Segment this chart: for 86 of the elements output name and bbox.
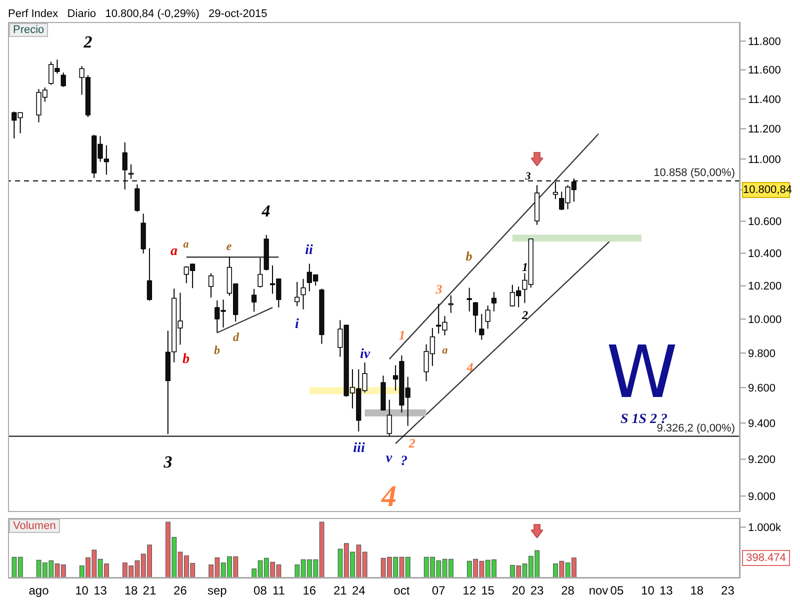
- annotation: 1: [522, 260, 528, 274]
- annotation: 4: [262, 202, 270, 220]
- x-tick-label: 13: [660, 584, 674, 598]
- annotation: W: [606, 330, 678, 414]
- x-tick-label: 26: [174, 584, 188, 598]
- annotation: ii: [305, 243, 313, 258]
- x-tick-label: 10: [641, 584, 655, 598]
- candlestick: [294, 281, 300, 307]
- candlestick: [479, 313, 484, 340]
- annotation: i: [295, 317, 299, 332]
- y-tick-label: 11.400: [748, 94, 781, 106]
- annotation: Precio: [9, 23, 48, 37]
- x-tick-label: 28: [561, 584, 575, 598]
- annotation: d: [233, 330, 239, 344]
- x-tick-label: nov: [588, 584, 608, 598]
- y-tick-label: 11.600: [748, 64, 781, 77]
- annotation: Volumen: [9, 519, 60, 533]
- candlestick: [258, 257, 263, 288]
- y-tick-label: 9.200: [748, 454, 776, 466]
- candlestick: [60, 72, 66, 88]
- x-tick-label: 13: [94, 584, 108, 598]
- x-tick-label: 18: [690, 584, 704, 598]
- annotation: 1: [398, 328, 406, 342]
- x-tick-label: 21: [142, 584, 156, 598]
- y-tick-label: 11.200: [748, 124, 781, 136]
- annotation: 3: [164, 452, 172, 472]
- y-tick-label: 1.000k: [748, 522, 782, 534]
- y-tick-label: 11.800: [748, 36, 781, 48]
- y-tick-label: 9.600: [748, 382, 776, 395]
- y-tick-label: 10.200: [748, 280, 782, 293]
- x-tick-label: 12: [462, 584, 476, 598]
- y-tick-label: 9.800: [748, 348, 776, 360]
- annotation: 3: [436, 282, 442, 296]
- annotation: a: [170, 244, 178, 259]
- x-tick-label: 07: [432, 584, 446, 598]
- y-tick-label: 11.000: [748, 154, 781, 166]
- y-tick-label: 10.400: [748, 248, 782, 260]
- x-tick-label: 08: [254, 584, 268, 598]
- x-tick-label: 15: [481, 584, 495, 598]
- x-tick-label: 05: [610, 584, 624, 598]
- annotation: a: [183, 238, 189, 250]
- annotation: 4: [466, 360, 474, 374]
- annotation: b: [466, 248, 472, 264]
- x-tick-label: 18: [124, 584, 138, 598]
- y-tick-label: 10.000: [748, 314, 782, 326]
- annotation: 2: [522, 308, 528, 322]
- text: 398.474: [742, 550, 790, 566]
- annotation: 4: [382, 480, 396, 513]
- annotation: v: [386, 451, 392, 466]
- candlestick: [485, 305, 490, 330]
- annotation: e: [226, 239, 232, 253]
- annotation: b: [214, 343, 220, 357]
- annotation: b: [182, 352, 190, 367]
- x-tick-label: 23: [530, 584, 544, 598]
- x-tick-label: 23: [721, 584, 735, 598]
- candlestick: [491, 292, 497, 312]
- candlestick: [251, 288, 257, 312]
- candlestick: [300, 278, 306, 310]
- y-tick-label: 9.000: [748, 490, 776, 503]
- annotation: iii: [353, 441, 365, 456]
- candlestick: [146, 248, 152, 302]
- x-tick-label: ago: [28, 584, 50, 598]
- annotation: a: [442, 344, 448, 356]
- annotation: 3: [525, 170, 531, 182]
- y-tick-label: 10.600: [748, 216, 782, 228]
- x-tick-label: sep: [207, 584, 228, 598]
- x-tick-label: 11: [272, 584, 286, 598]
- y-tick-label: 9.400: [748, 418, 776, 430]
- annotation: 2: [408, 436, 416, 450]
- annotation: ?: [400, 454, 408, 469]
- candlestick: [104, 144, 109, 176]
- x-tick-label: oct: [394, 584, 410, 598]
- x-tick-label: 16: [302, 584, 316, 598]
- chart-subtitle: Diario 10.800,84 (-0,29%) 29-oct-2015: [66, 8, 268, 20]
- x-tick-label: 10: [75, 584, 89, 598]
- annotation: iv: [360, 347, 370, 362]
- candlestick: [472, 302, 478, 333]
- x-tick-label: 20: [512, 584, 526, 598]
- annotation: 2: [84, 32, 92, 52]
- chart-title: Perf Index: [8, 8, 58, 20]
- x-tick-label: 21: [333, 584, 348, 598]
- candlestick: [208, 272, 214, 298]
- candlestick: [466, 287, 472, 312]
- x-tick-label: 24: [352, 584, 366, 598]
- candlestick: [134, 184, 140, 212]
- ref-line-label: 10.858 (50,00%): [654, 166, 735, 179]
